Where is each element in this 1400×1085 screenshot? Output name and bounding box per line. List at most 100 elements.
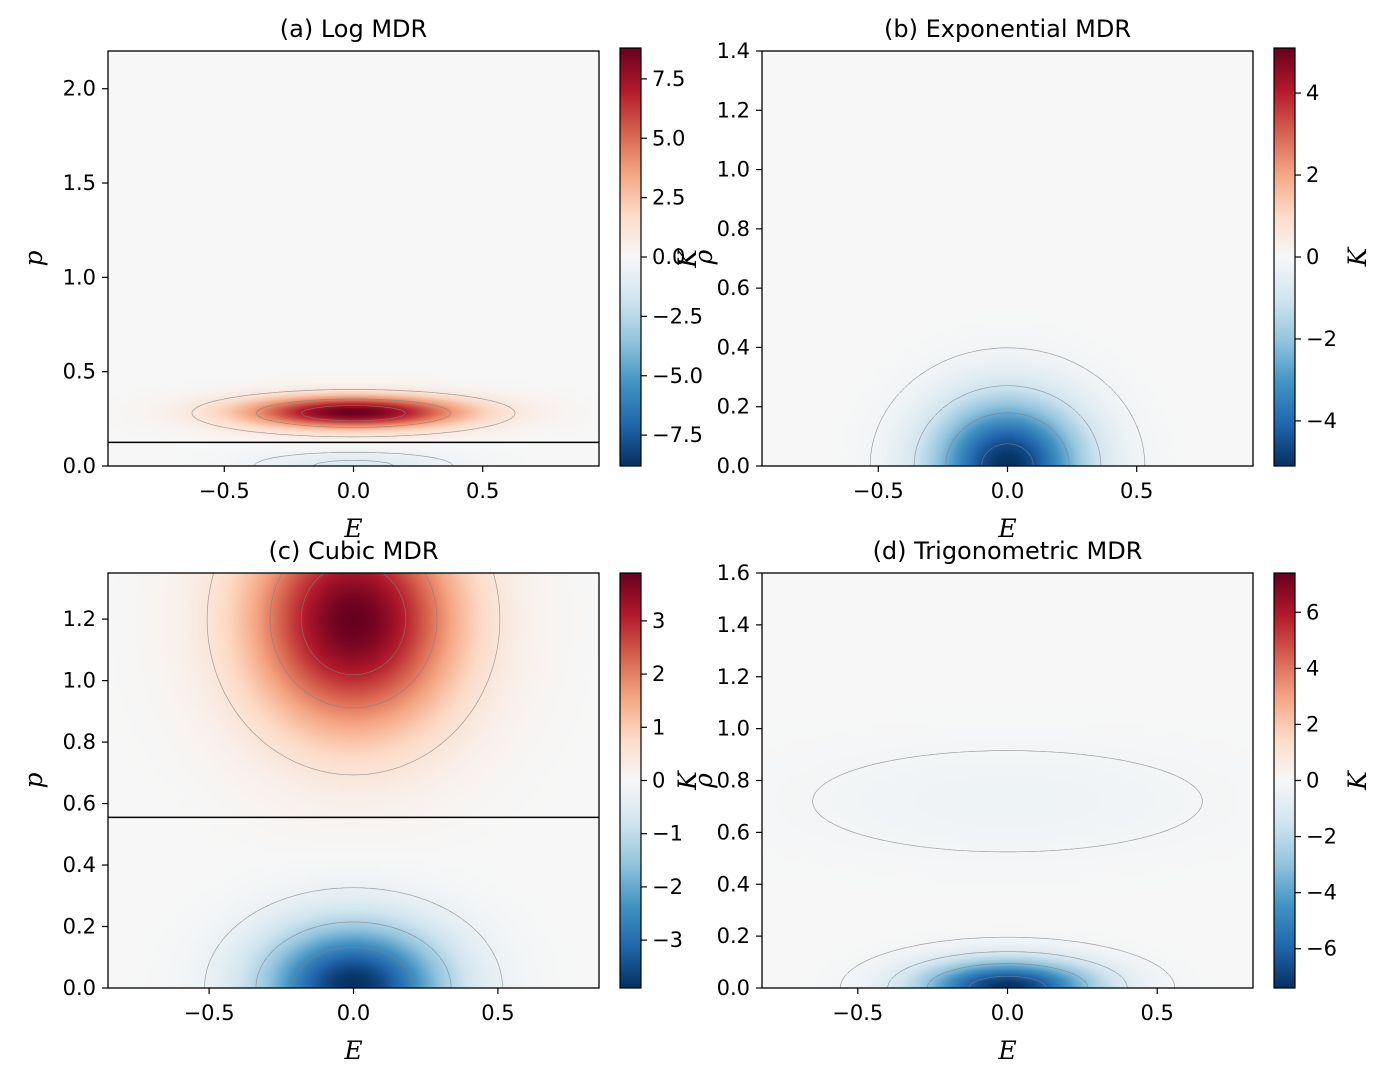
y-tick-label: 1.0 bbox=[717, 717, 750, 741]
y-tick-label: 0.0 bbox=[63, 976, 96, 1000]
contour-line bbox=[293, 947, 414, 989]
y-tick-label: 0.4 bbox=[717, 872, 750, 896]
contour-line bbox=[300, 572, 407, 676]
colorbar-label: K bbox=[1343, 770, 1372, 791]
y-tick-label: 1.0 bbox=[63, 669, 96, 693]
y-tick-label: 0.0 bbox=[63, 454, 96, 478]
x-tick-label: −0.5 bbox=[853, 479, 904, 503]
x-axis-label: E bbox=[997, 1036, 1016, 1065]
chart-title: (a) Log MDR bbox=[280, 15, 427, 43]
colorbar-tick-label: 4 bbox=[1306, 656, 1319, 680]
colorbar-tick-label: −2 bbox=[652, 875, 683, 899]
x-tick-label: −0.5 bbox=[199, 479, 250, 503]
x-tick-label: 0.5 bbox=[1120, 479, 1153, 503]
y-tick-label: 1.6 bbox=[717, 561, 750, 585]
colorbar-tick-label: −2 bbox=[1306, 825, 1337, 849]
colorbar bbox=[1273, 572, 1296, 989]
y-tick-label: 0.4 bbox=[63, 853, 96, 877]
y-tick-label: 1.5 bbox=[63, 171, 96, 195]
y-tick-label: 1.4 bbox=[717, 39, 750, 63]
y-tick-label: 0.6 bbox=[717, 276, 750, 300]
y-tick-label: 1.2 bbox=[63, 607, 96, 631]
colorbar-tick-label: 2 bbox=[1306, 712, 1319, 736]
contour-line bbox=[981, 443, 1034, 467]
y-tick-label: 1.4 bbox=[717, 613, 750, 637]
contour-line bbox=[191, 389, 516, 438]
heatmap-image bbox=[762, 573, 1253, 988]
y-tick-label: 0.0 bbox=[717, 454, 750, 478]
panel-3: −0.5 0.0 0.5 0.0 0.2 0.4 0.6 0.8 1.0 1.2 1.4 1.6 (d)… bbox=[673, 537, 1372, 1065]
contour-line bbox=[913, 385, 1102, 466]
colorbar-label: ρ bbox=[689, 249, 718, 265]
panel-2: −0.5 0.0 0.5 0.0 0.2 0.4 0.6 0.8 1.0 1.2 (c) Cubic… bbox=[19, 537, 718, 1065]
colorbar-tick-label: 0 bbox=[1306, 769, 1319, 793]
x-tick-label: 0.5 bbox=[1140, 1001, 1173, 1025]
y-tick-label: 1.0 bbox=[63, 265, 96, 289]
contour-line bbox=[269, 572, 438, 709]
x-tick-label: 0.0 bbox=[337, 479, 370, 503]
colorbar-tick-label: −2 bbox=[1306, 327, 1337, 351]
y-axis-label: p bbox=[19, 250, 48, 266]
colorbar bbox=[619, 572, 642, 989]
chart-title: (c) Cubic MDR bbox=[268, 537, 438, 565]
contour-line bbox=[253, 452, 454, 467]
heatmap-image bbox=[108, 51, 599, 466]
colorbar-tick-label: −7.5 bbox=[652, 423, 703, 447]
colorbar-tick-label: 7.5 bbox=[652, 67, 685, 91]
y-axis-label: p bbox=[19, 772, 48, 788]
colorbar-tick-label: −3 bbox=[652, 928, 683, 952]
chart-title: (d) Trigonometric MDR bbox=[873, 537, 1143, 565]
heatmap-image bbox=[108, 573, 599, 988]
x-tick-label: 0.0 bbox=[337, 1001, 370, 1025]
colorbar-tick-label: 5.0 bbox=[652, 126, 685, 150]
x-tick-label: 0.5 bbox=[481, 1001, 514, 1025]
y-tick-label: 0.4 bbox=[717, 335, 750, 359]
colorbar-tick-label: −1 bbox=[652, 822, 683, 846]
contour-line bbox=[204, 887, 503, 989]
x-tick-label: 0.0 bbox=[991, 479, 1024, 503]
contour-line bbox=[887, 951, 1128, 989]
colorbar-tick-label: 1 bbox=[652, 715, 665, 739]
colorbar-tick-label: 0 bbox=[652, 769, 665, 793]
colorbar-tick-label: 2.5 bbox=[652, 186, 685, 210]
colorbar-tick-label: −4 bbox=[1306, 409, 1337, 433]
x-axis-label: E bbox=[997, 514, 1016, 543]
colorbar bbox=[1273, 47, 1296, 467]
contour-line bbox=[300, 405, 407, 422]
y-tick-label: 0.2 bbox=[717, 395, 750, 419]
colorbar-tick-label: 2 bbox=[652, 662, 665, 686]
x-axis-label: E bbox=[343, 514, 362, 543]
y-axis-label: K bbox=[673, 248, 702, 269]
y-axis-label: K bbox=[673, 770, 702, 791]
y-tick-label: 0.2 bbox=[717, 924, 750, 948]
colorbar-tick-label: 4 bbox=[1306, 81, 1319, 105]
colorbar-tick-label: −5.0 bbox=[652, 364, 703, 388]
contour-line bbox=[255, 921, 452, 989]
y-tick-label: 2.0 bbox=[63, 77, 96, 101]
y-tick-label: 1.2 bbox=[717, 665, 750, 689]
panel-0: −0.5 0.0 0.5 0.0 0.5 1.0 1.5 2.0 (a) Log MDR Ep −7… bbox=[19, 15, 718, 543]
colorbar-tick-label: 0 bbox=[1306, 245, 1319, 269]
colorbar-tick-label: −4 bbox=[1306, 881, 1337, 905]
contour-line bbox=[206, 572, 501, 776]
colorbar-tick-label: −2.5 bbox=[652, 304, 703, 328]
colorbar-tick-label: 3 bbox=[652, 609, 665, 633]
y-tick-label: 0.2 bbox=[63, 915, 96, 939]
colorbar-tick-label: 0.0 bbox=[652, 245, 685, 269]
colorbar-tick-label: −6 bbox=[1306, 937, 1337, 961]
y-tick-label: 1.2 bbox=[717, 98, 750, 122]
heatmap-image bbox=[762, 51, 1253, 466]
y-tick-label: 0.8 bbox=[717, 769, 750, 793]
chart-title: (b) Exponential MDR bbox=[884, 15, 1131, 43]
x-axis-label: E bbox=[343, 1036, 362, 1065]
y-tick-label: 1.0 bbox=[717, 158, 750, 182]
colorbar-label: K bbox=[1343, 246, 1372, 267]
y-tick-label: 0.0 bbox=[717, 976, 750, 1000]
colorbar-label: ρ bbox=[689, 773, 718, 789]
contour-line bbox=[812, 750, 1203, 989]
colorbar bbox=[619, 47, 642, 467]
contour-line bbox=[968, 975, 1047, 989]
colorbar-tick-label: 6 bbox=[1306, 600, 1319, 624]
